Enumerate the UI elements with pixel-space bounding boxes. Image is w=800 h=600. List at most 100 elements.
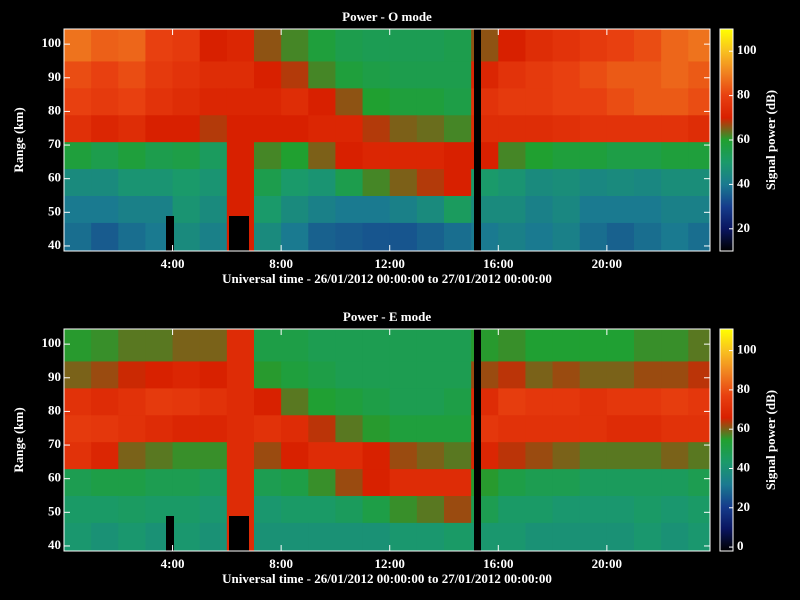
heatmap-cell [64,522,92,551]
x-tick-label: 12:00 [375,256,405,271]
heatmap-cell [362,87,391,116]
heatmap-cell [308,87,336,116]
heatmap-cell [308,60,336,89]
heatmap-cell [281,114,309,143]
heatmap-cell [64,141,92,170]
heatmap-cell [145,29,174,62]
heatmap-cell [308,387,336,416]
heatmap-cell [606,329,635,362]
heatmap-cell [335,60,364,89]
heatmap-cell [688,495,710,523]
heatmap-cell [634,168,662,196]
heatmap-cell [552,87,581,116]
heatmap-cell [389,360,418,389]
heatmap-cell [634,414,662,443]
heatmap-cell [64,441,92,470]
heatmap-cell [172,87,201,116]
heatmap-cell [552,522,581,551]
heatmap-cell [199,414,228,443]
heatmap-cell [579,114,608,143]
heatmap-cell [91,29,119,62]
heatmap-cell [525,87,554,116]
heatmap-cell [661,387,689,416]
heatmap-cell [606,468,635,496]
colorbar-tick-label: 20 [737,499,750,514]
heatmap-cell [64,360,92,389]
heatmap-cell [308,522,336,551]
x-tick-label: 4:00 [161,556,185,571]
heatmap-cell [579,222,608,251]
colorbar-tick-label: 60 [737,131,750,146]
heatmap-cell [254,522,282,551]
heatmap-cell [498,329,526,362]
data-gap [474,329,481,551]
y-tick-label: 100 [42,35,62,50]
colorbar-label: Signal power (dB) [763,390,778,490]
heatmap-cell [606,387,635,416]
heatmap-cell [118,522,146,551]
heatmap-cell [498,414,526,443]
heatmap-cell [172,360,201,389]
heatmap-cell [281,141,309,170]
heatmap-cell [308,29,336,62]
heatmap-cell [281,29,309,62]
heatmap-cell [254,87,282,116]
heatmap-cell [172,60,201,89]
heatmap-cell [444,522,472,551]
x-axis-label: Universal time - 26/01/2012 00:00:00 to … [222,271,552,286]
heatmap-cell [91,222,119,251]
heatmap-cell [416,468,445,496]
heatmap-cell [444,495,472,523]
heatmap-cell [498,495,526,523]
x-tick-label: 8:00 [269,556,293,571]
heatmap-cell [64,60,92,89]
heatmap-cell [335,522,364,551]
heatmap-cell [254,195,282,223]
heatmap-cell [172,495,201,523]
heatmap-cell [362,29,391,62]
heatmap-cell [362,495,391,523]
heatmap-cell [552,168,581,196]
heatmap-cell [335,29,364,62]
heatmap-cell [199,87,228,116]
plot-frame [63,28,711,252]
heatmap-cell [145,114,174,143]
heatmap-cell [552,114,581,143]
heatmap-cell [661,141,689,170]
heatmap-cell [362,168,391,196]
heatmap-cell [118,195,146,223]
x-tick-label: 4:00 [161,256,185,271]
heatmap-cell [362,414,391,443]
heatmap-cell [389,168,418,196]
heatmap-cell [362,387,391,416]
heatmap-cell [416,29,445,62]
heatmap-cell [362,360,391,389]
heatmap-cell [64,387,92,416]
heatmap-cell [335,360,364,389]
heatmap-cell [91,114,119,143]
heatmap-cell [579,141,608,170]
heatmap-cell [525,168,554,196]
heatmap-cell [416,387,445,416]
heatmap-cell [579,441,608,470]
heatmap-cell [498,114,526,143]
y-tick-label: 40 [48,537,61,552]
heatmap-cell [308,441,336,470]
x-axis-label: Universal time - 26/01/2012 00:00:00 to … [222,571,552,586]
heatmap-cell [552,468,581,496]
heatmap-cell [118,141,146,170]
heatmap-cell [308,414,336,443]
heatmap-cell [281,60,309,89]
heatmap-cell [552,414,581,443]
y-tick-label: 90 [48,69,61,84]
heatmap-cell [145,414,174,443]
colorbar-tick-label: 0 [737,538,744,553]
heatmap-cell [498,60,526,89]
heatmap-cell [552,495,581,523]
heatmap-cell [525,441,554,470]
heatmap-cell [199,329,228,362]
heatmap-cell [634,29,662,62]
heatmap-cell [552,141,581,170]
heatmap-cell [199,360,228,389]
